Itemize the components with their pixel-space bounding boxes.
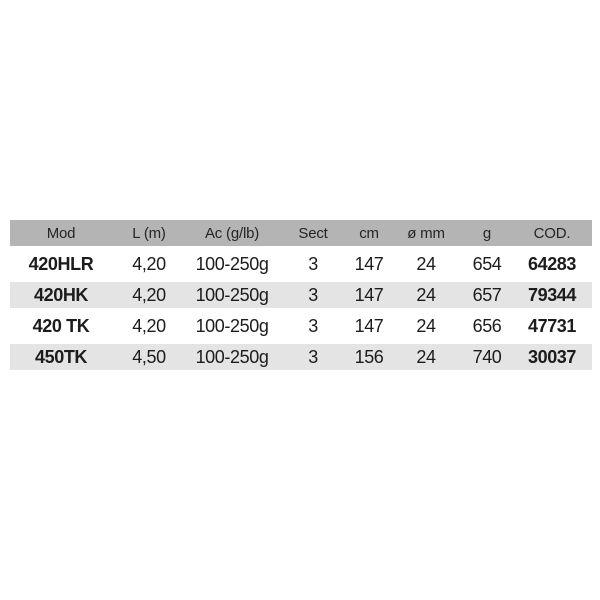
cell-mod: 420HLR [28, 253, 94, 274]
table-row: 420HLR 4,20 100-250g 3 147 24 654 64283 [10, 251, 592, 277]
cell-action: 100-250g [186, 344, 278, 370]
cell-action: 100-250g [186, 282, 278, 308]
cell-cm: 147 [354, 315, 384, 336]
cell-mod: 450TK [10, 344, 112, 370]
cell-cod: 79344 [512, 282, 592, 308]
cell-cm: 147 [354, 253, 384, 274]
cell-mod: 420HK [10, 282, 112, 308]
cell-sections: 3 [278, 282, 348, 308]
product-spec-table: Mod L (m) Ac (g/lb) Sect cm ø mm g COD. … [10, 215, 592, 375]
column-header-sections: Sect [278, 220, 348, 246]
cell-diameter-mm: 24 [390, 344, 462, 370]
cell-cm: 156 [348, 344, 390, 370]
cell-length-m: 4,20 [132, 315, 166, 336]
table-row: 450TK 4,50 100-250g 3 156 24 740 30037 [10, 344, 592, 370]
column-header-mod: Mod [10, 220, 112, 246]
table-row: 420 TK 4,20 100-250g 3 147 24 656 47731 [10, 313, 592, 339]
cell-sections: 3 [278, 344, 348, 370]
cell-cod: 64283 [527, 253, 577, 274]
cell-cm: 147 [348, 282, 390, 308]
column-header-cm: cm [348, 220, 390, 246]
cell-mod: 420 TK [32, 315, 90, 336]
cell-diameter-mm: 24 [416, 315, 436, 336]
cell-sections: 3 [308, 253, 318, 274]
table-row: 420HK 4,20 100-250g 3 147 24 657 79344 [10, 282, 592, 308]
cell-length-m: 4,20 [132, 253, 166, 274]
cell-weight-g: 654 [472, 253, 502, 274]
cell-diameter-mm: 24 [390, 282, 462, 308]
cell-weight-g: 656 [472, 315, 502, 336]
cell-length-m: 4,50 [112, 344, 186, 370]
cell-sections: 3 [308, 315, 318, 336]
column-header-cod: COD. [512, 220, 592, 246]
cell-action: 100-250g [195, 253, 269, 274]
cell-weight-g: 657 [462, 282, 512, 308]
cell-diameter-mm: 24 [416, 253, 436, 274]
cell-action: 100-250g [195, 315, 269, 336]
column-header-weight-g: g [462, 220, 512, 246]
header-row: Mod L (m) Ac (g/lb) Sect cm ø mm g COD. [10, 220, 592, 246]
column-header-length-m: L (m) [112, 220, 186, 246]
cell-length-m: 4,20 [112, 282, 186, 308]
column-header-diameter-mm: ø mm [390, 220, 462, 246]
cell-weight-g: 740 [462, 344, 512, 370]
column-header-action: Ac (g/lb) [186, 220, 278, 246]
cell-cod: 47731 [527, 315, 577, 336]
cell-cod: 30037 [512, 344, 592, 370]
